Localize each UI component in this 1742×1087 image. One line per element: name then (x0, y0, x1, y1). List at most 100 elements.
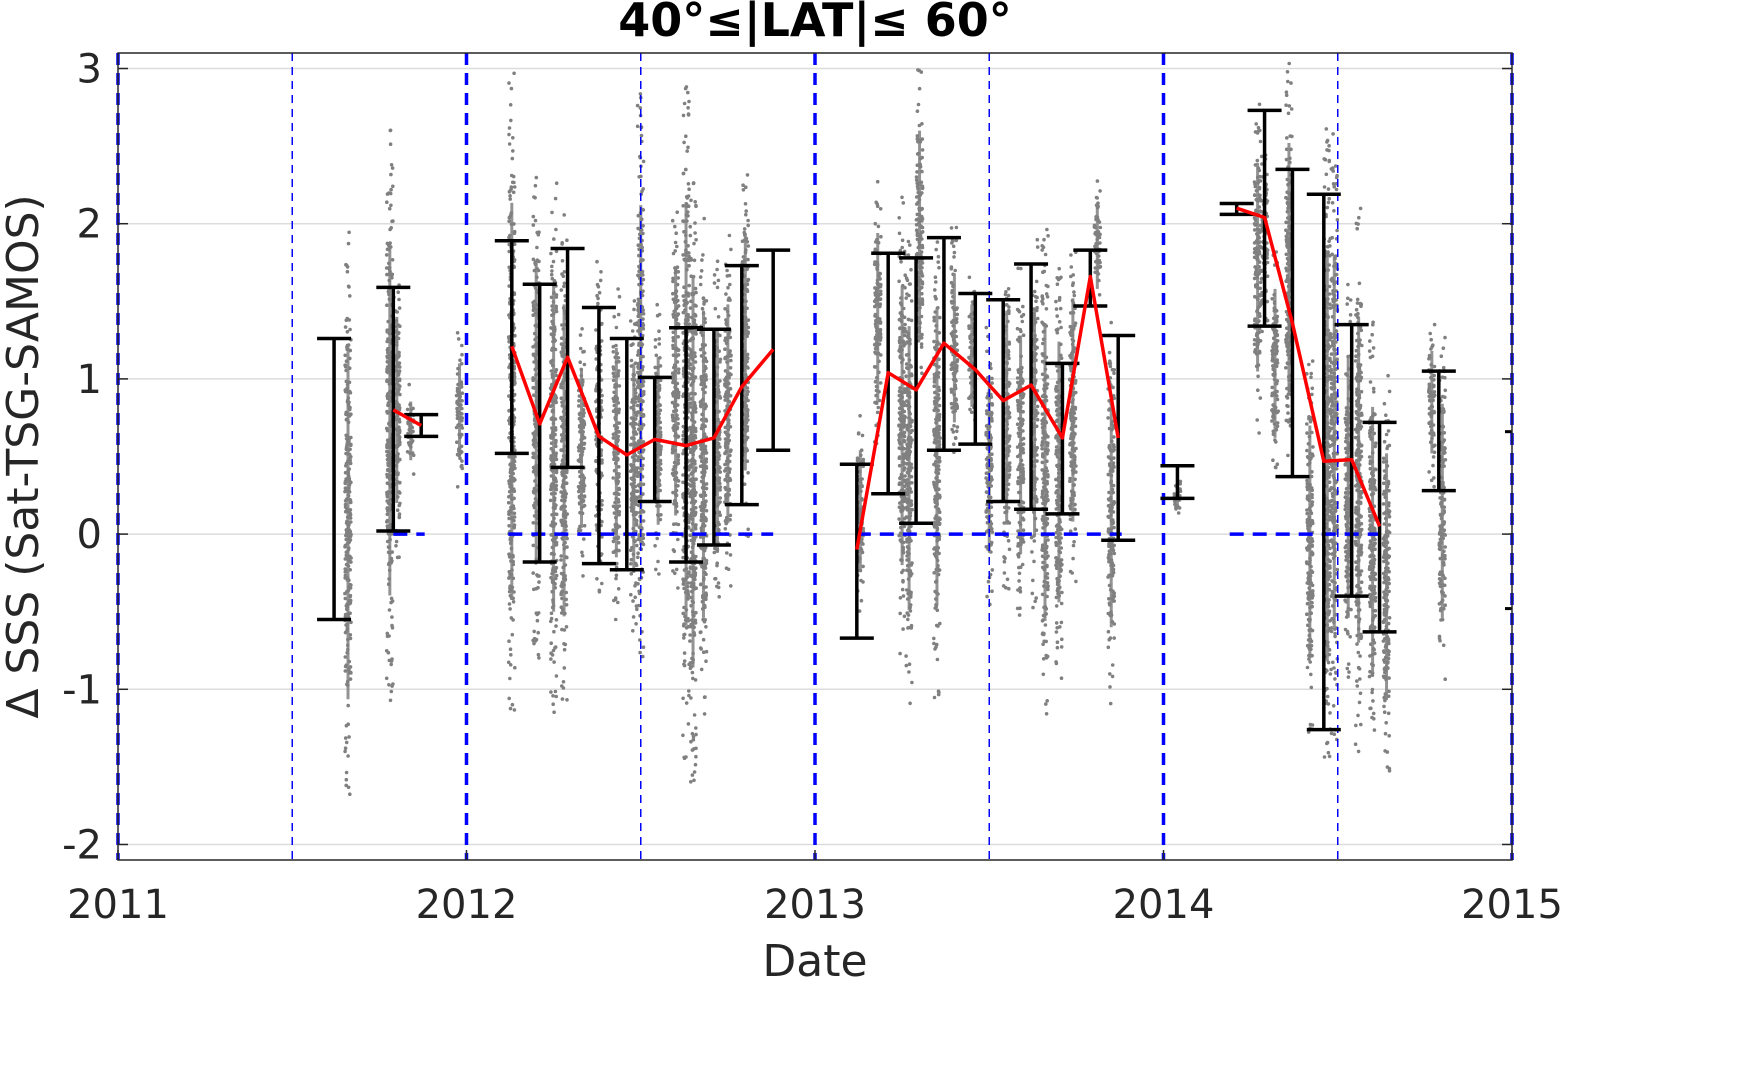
scatter-point (509, 185, 514, 189)
scatter-point (507, 570, 512, 574)
scatter-point (394, 539, 399, 544)
scatter-point (397, 406, 402, 410)
scatter-point (600, 473, 604, 478)
scatter-point (391, 682, 395, 686)
scatter-point (641, 448, 646, 452)
scatter-point (879, 234, 883, 239)
scatter-point (385, 512, 390, 517)
scatter-point (553, 196, 558, 201)
scatter-point (898, 596, 903, 600)
scatter-point (510, 156, 515, 161)
scatter-point (398, 324, 402, 329)
scatter-point (508, 197, 512, 201)
scatter-point (703, 618, 707, 622)
scatter-point (875, 410, 880, 415)
scatter-point (634, 518, 639, 523)
scatter-point (700, 306, 705, 311)
scatter-point (397, 514, 402, 519)
scatter-point (704, 659, 708, 663)
scatter-point (692, 258, 697, 263)
scatter-point (460, 466, 465, 471)
scatter-point (611, 550, 616, 554)
scatter-point (549, 619, 553, 624)
scatter-point (897, 216, 901, 220)
scatter-cluster-4 (454, 331, 465, 489)
scatter-point (698, 505, 703, 509)
scatter-point (746, 244, 751, 248)
scatter-point (507, 126, 512, 130)
scatter-point (682, 101, 687, 106)
scatter-point (617, 421, 622, 425)
scatter-point (616, 600, 620, 605)
scatter-point (600, 458, 604, 462)
scatter-point (349, 500, 353, 505)
scatter-point (562, 281, 567, 286)
scatter-point (397, 417, 402, 422)
scatter-point (681, 480, 685, 485)
scatter-point (549, 523, 553, 528)
scatter-point (676, 434, 681, 439)
scatter-point (899, 260, 903, 264)
scatter-point (611, 539, 616, 544)
scatter-point (390, 258, 395, 262)
scatter-point (902, 614, 907, 619)
scatter-point (349, 583, 353, 587)
scatter-point (559, 554, 563, 558)
scatter-point (746, 223, 750, 228)
scatter-point (616, 587, 621, 591)
scatter-point (681, 253, 685, 257)
scatter-point (641, 379, 646, 384)
scatter-point (582, 503, 587, 508)
scatter-point (906, 613, 911, 617)
scatter-point (681, 733, 685, 738)
scatter-point (689, 198, 693, 203)
scatter-point (616, 287, 620, 291)
scatter-point (635, 543, 639, 548)
scatter-point (565, 545, 569, 549)
scatter-point (388, 128, 393, 133)
scatter-point (348, 636, 353, 641)
scatter-point (347, 230, 351, 235)
scatter-point (398, 392, 402, 397)
scatter-point (345, 330, 350, 334)
scatter-point (578, 346, 583, 351)
scatter-point (389, 596, 394, 601)
scatter-point (724, 292, 728, 296)
scatter-point (549, 487, 553, 492)
scatter-point (343, 746, 348, 750)
scatter-point (385, 499, 390, 503)
scatter-point (554, 512, 559, 517)
scatter-point (346, 785, 351, 790)
scatter-point (728, 553, 733, 557)
scatter-point (744, 185, 748, 189)
scatter-point (681, 492, 685, 497)
scatter-point (559, 396, 564, 401)
scatter-point (631, 599, 635, 603)
scatter-point (746, 277, 751, 282)
scatter-point (688, 366, 692, 371)
scatter-point (682, 663, 687, 668)
scatter-point (897, 517, 901, 521)
scatter-point (692, 770, 697, 774)
scatter-point (632, 307, 636, 312)
scatter-point (559, 507, 563, 511)
scatter-point (550, 210, 554, 215)
scatter-point (702, 302, 706, 306)
scatter-point (715, 563, 719, 568)
scatter-point (537, 656, 541, 660)
scatter-point (641, 187, 645, 191)
scatter-point (582, 441, 587, 446)
scatter-point (636, 555, 640, 560)
scatter-point (395, 310, 400, 314)
scatter-point (654, 353, 659, 358)
scatter-point (554, 457, 559, 462)
scatter-point (694, 726, 698, 730)
scatter-point (348, 294, 352, 298)
scatter-point (507, 235, 511, 240)
scatter-point (507, 435, 511, 440)
scatter-point (512, 180, 516, 185)
scatter-point (391, 184, 395, 189)
scatter-point (746, 471, 750, 475)
scatter-point (507, 524, 511, 528)
scatter-point (554, 694, 558, 699)
